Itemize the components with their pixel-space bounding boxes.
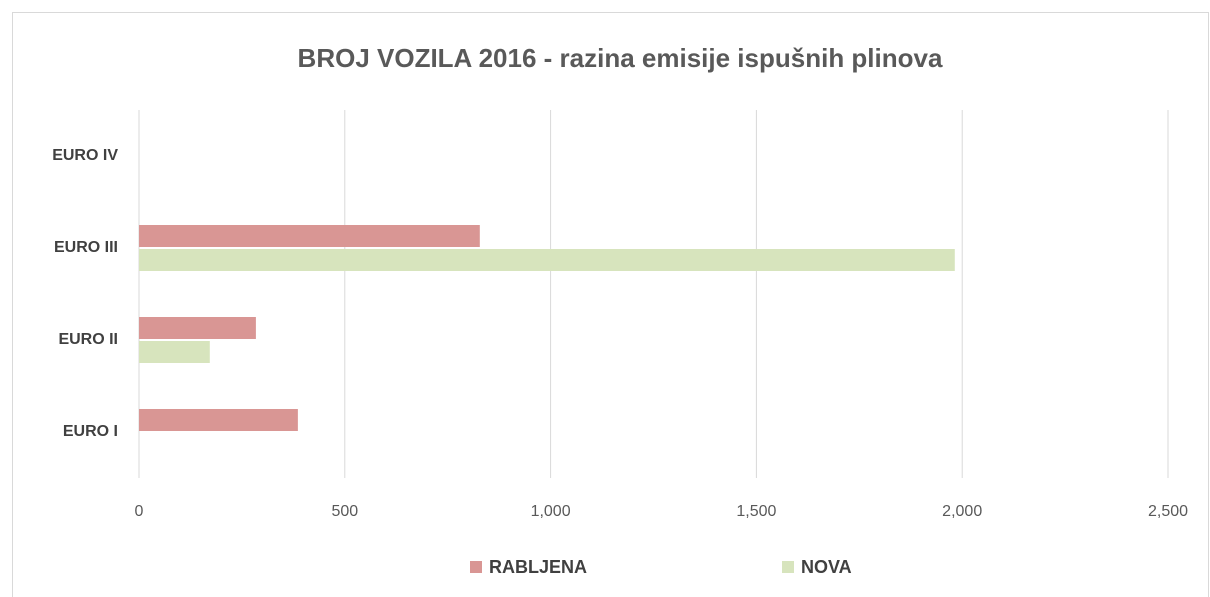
legend-label: NOVA: [801, 557, 852, 577]
chart-title: BROJ VOZILA 2016 - razina emisije ispušn…: [298, 43, 943, 73]
bar: [139, 317, 256, 339]
y-tick-label: EURO IV: [52, 147, 118, 164]
y-tick-label: EURO II: [58, 331, 118, 348]
legend-swatch: [470, 561, 482, 573]
x-tick-label: 500: [331, 503, 358, 520]
chart-border: [12, 12, 1209, 597]
y-tick-label: EURO III: [54, 239, 118, 256]
legend-swatch: [782, 561, 794, 573]
x-tick-label: 0: [135, 503, 144, 520]
legend-label: RABLJENA: [489, 557, 587, 577]
y-tick-label: EURO I: [63, 423, 118, 440]
bar: [139, 249, 955, 271]
bar: [139, 341, 210, 363]
x-tick-label: 2,000: [942, 503, 982, 520]
bar: [139, 409, 298, 431]
x-tick-label: 1,500: [736, 503, 776, 520]
x-tick-label: 1,000: [531, 503, 571, 520]
bar: [139, 225, 480, 247]
x-tick-label: 2,500: [1148, 503, 1188, 520]
